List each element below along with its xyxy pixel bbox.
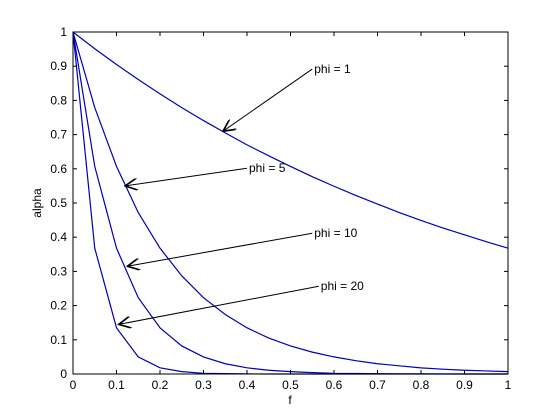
annotation-arrow <box>127 232 313 266</box>
annotation-label: phi = 10 <box>314 226 357 240</box>
x-tick-label: 0.1 <box>108 378 125 392</box>
annotation-layer: phi = 1 phi = 5 phi = 10 phi = 20 <box>119 62 364 324</box>
series-line-phi-1 <box>72 31 509 249</box>
y-tick-label: 0.8 <box>50 93 67 107</box>
annotation-label: phi = 5 <box>249 161 286 175</box>
x-tick-label: 0 <box>70 378 77 392</box>
annotation-label: phi = 20 <box>321 279 364 293</box>
y-axis-label: alpha <box>30 188 44 218</box>
x-tick-label: 0.5 <box>282 378 299 392</box>
annotation-arrow <box>119 285 319 324</box>
x-axis-label: f <box>288 393 292 407</box>
tick-layer: 0 0.1 0.2 0.3 0.4 0.5 0.6 0.7 0.8 0.9 1 0 0.1 0.2 0.3 0… <box>50 25 511 392</box>
y-tick-label: 0.5 <box>50 196 67 210</box>
annotation-label: phi = 1 <box>314 62 351 76</box>
x-tick-label: 0.4 <box>239 378 256 392</box>
y-tick-label: 0.2 <box>50 299 67 313</box>
annotation-arrow <box>223 68 313 131</box>
plot-area <box>73 32 508 374</box>
annotation-arrow <box>125 167 248 186</box>
series-line-phi-5 <box>72 31 509 373</box>
x-tick-label: 0.6 <box>326 378 343 392</box>
x-tick-label: 0.7 <box>369 378 386 392</box>
y-tick-label: 0.9 <box>50 59 67 73</box>
y-tick-label: 0.6 <box>50 162 67 176</box>
y-tick-label: 0.3 <box>50 264 67 278</box>
x-tick-label: 0.2 <box>152 378 169 392</box>
y-tick-label: 0 <box>60 367 67 381</box>
y-tick-label: 0.7 <box>50 128 67 142</box>
y-tick-label: 1 <box>60 25 67 39</box>
x-tick-label: 1 <box>505 378 512 392</box>
x-tick-label: 0.8 <box>413 378 430 392</box>
y-tick-label: 0.1 <box>50 333 67 347</box>
y-tick-label: 0.4 <box>50 230 67 244</box>
x-tick-label: 0.3 <box>195 378 212 392</box>
x-tick-label: 0.9 <box>456 378 473 392</box>
